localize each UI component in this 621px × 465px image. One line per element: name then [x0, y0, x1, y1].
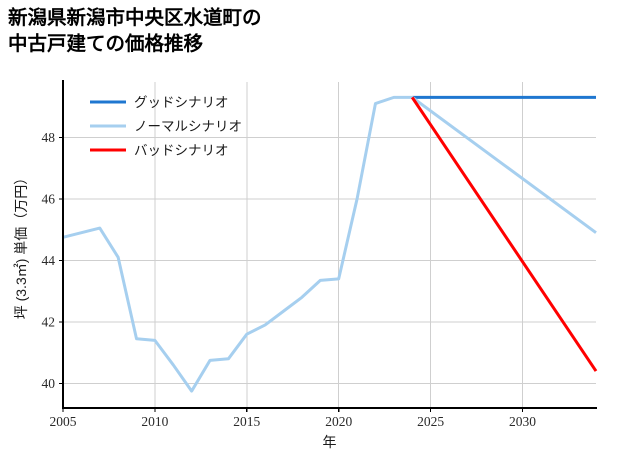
y-tick-label: 40 [42, 376, 56, 391]
x-tick-label: 2010 [141, 414, 168, 429]
legend-label-0: グッドシナリオ [134, 95, 229, 110]
legend-label-2: バッドシナリオ [134, 143, 229, 158]
gridlines-group [62, 82, 596, 408]
x-axis-title: 年 [323, 434, 337, 450]
x-tick-label: 2025 [417, 414, 444, 429]
series-line-normal [62, 95, 597, 393]
y-tick-label: 48 [42, 130, 56, 145]
tick-labels-group: 40 42 44 46 48 2005 2010 2015 2020 2025 2030 [42, 130, 537, 429]
y-tick-label: 44 [42, 253, 56, 268]
y-tick-label: 42 [42, 314, 56, 329]
legend-label-1: ノーマルシナリオ [134, 119, 242, 134]
series-line-bad [410, 96, 598, 372]
data-series-group [62, 95, 598, 393]
chart-title: 新潟県新潟市中央区水道町の 中古戸建ての価格推移 [8, 7, 262, 55]
y-tick-label: 46 [42, 191, 56, 206]
x-tick-label: 2020 [325, 414, 352, 429]
x-tick-label: 2005 [50, 414, 77, 429]
axes-group [59, 80, 597, 412]
axis-titles-group: 年 坪 (3.3㎡) 単価（万円） [13, 171, 337, 450]
y-axis-title: 坪 (3.3㎡) 単価（万円） [13, 171, 29, 320]
x-tick-label: 2030 [509, 414, 536, 429]
x-tick-label: 2015 [233, 414, 260, 429]
